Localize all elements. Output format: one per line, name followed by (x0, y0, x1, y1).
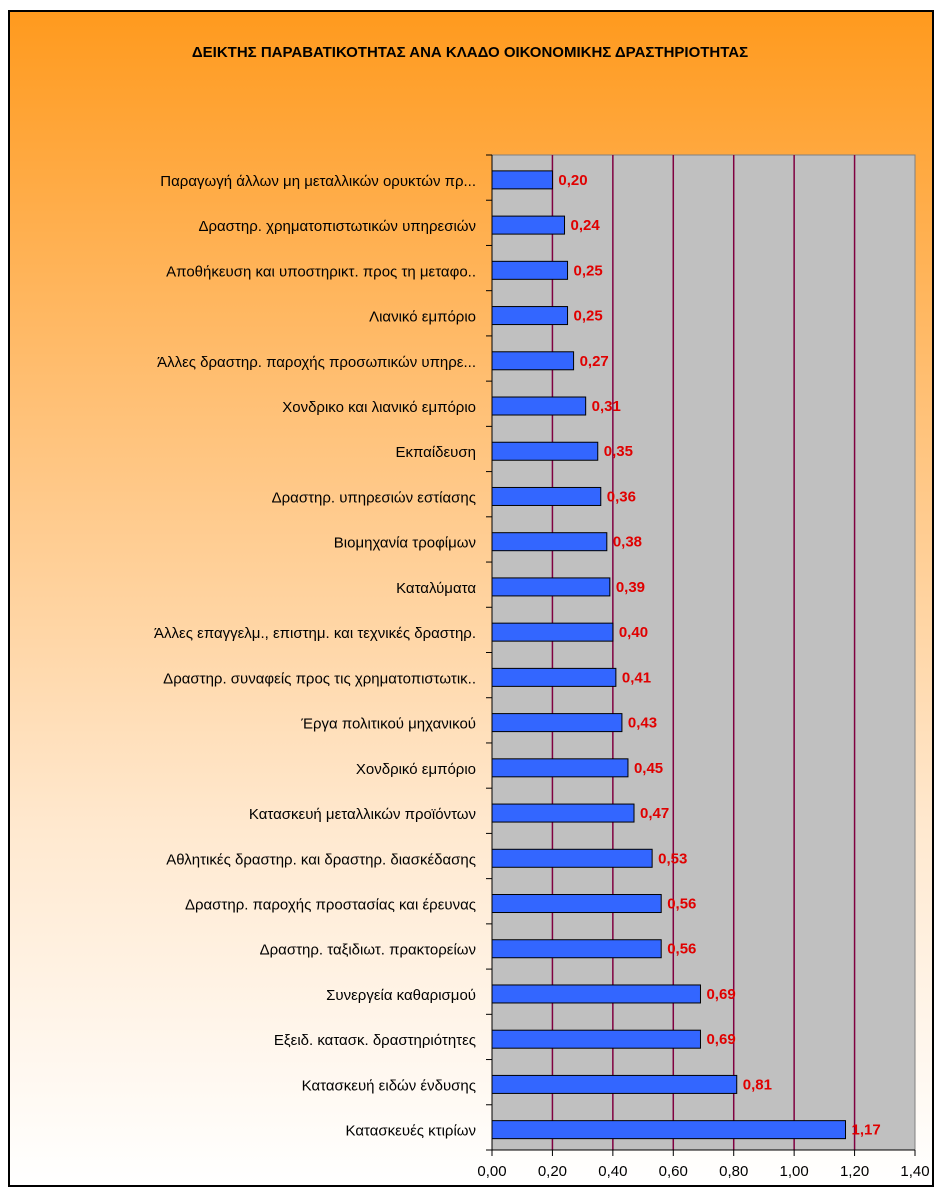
x-tick-label: 1,00 (780, 1163, 809, 1180)
bar (491, 1120, 847, 1140)
category-label: Συνεργεία καθαρισμού (326, 987, 476, 1004)
value-label: 0,41 (622, 669, 651, 686)
value-label: 0,35 (604, 443, 633, 460)
x-tick-label: 1,40 (900, 1163, 929, 1180)
value-label: 0,24 (571, 217, 601, 234)
category-label: Εκπαίδευση (396, 444, 477, 461)
value-label: 0,27 (580, 353, 609, 370)
category-label: Κατασκευή μεταλλικών προϊόντων (249, 806, 476, 823)
category-label: Κατασκευές κτιρίων (346, 1123, 476, 1140)
bar (491, 396, 587, 416)
x-tick-label: 0,20 (538, 1163, 567, 1180)
bar (491, 848, 653, 868)
value-label: 0,45 (634, 760, 663, 777)
value-label: 0,56 (667, 895, 696, 912)
category-label: Άλλες δραστηρ. παροχής προσωπικών υπηρε.… (157, 354, 476, 371)
value-label: 0,31 (592, 398, 621, 415)
x-tick-label: 0,40 (598, 1163, 627, 1180)
value-label: 0,69 (706, 1031, 735, 1048)
value-label: 0,20 (558, 172, 587, 189)
value-label: 0,47 (640, 805, 669, 822)
value-label: 0,81 (743, 1076, 772, 1093)
category-label: Άλλες επαγγελμ., επιστημ. και τεχνικές δ… (154, 625, 476, 642)
chart-title: ΔΕΙΚΤΗΣ ΠΑΡΑΒΑΤΙΚΟΤΗΤΑΣ ΑΝΑ ΚΛΑΔΟ ΟΙΚΟΝΟ… (191, 44, 749, 61)
bar (491, 351, 575, 371)
value-label: 0,40 (619, 624, 648, 641)
category-label: Καταλύματα (396, 580, 476, 597)
category-label: Παραγωγή άλλων μη μεταλλικών ορυκτών πρ.… (160, 173, 476, 190)
category-label: Εξειδ. κατασκ. δραστηριότητες (274, 1032, 476, 1049)
bar (491, 667, 617, 687)
bar (491, 713, 623, 733)
bar (491, 260, 569, 280)
bar (491, 803, 635, 823)
bar (491, 622, 614, 642)
x-tick-label: 0,80 (719, 1163, 748, 1180)
category-label: Χονδρικο και λιανικό εμπόριο (282, 399, 476, 416)
bar (491, 306, 569, 326)
value-label: 0,69 (706, 986, 735, 1003)
value-label: 0,56 (667, 941, 696, 958)
bar (491, 984, 701, 1004)
category-label: Δραστηρ. παροχής προστασίας και έρευνας (185, 896, 476, 913)
category-label: Δραστηρ. συναφείς προς τις χρηματοπιστωτ… (163, 670, 476, 687)
category-label: Έργα πολιτικού μηχανικού (300, 716, 476, 733)
value-label: 0,38 (613, 534, 642, 551)
bar (491, 532, 608, 552)
bar (491, 577, 611, 597)
bar (491, 894, 662, 914)
value-label: 0,53 (658, 850, 687, 867)
category-label: Δραστηρ. υπηρεσιών εστίασης (272, 489, 476, 506)
category-label: Χονδρικό εμπόριο (356, 761, 476, 778)
x-tick-label: 1,20 (840, 1163, 869, 1180)
bar (491, 215, 566, 235)
bar (491, 1029, 701, 1049)
value-label: 0,39 (616, 579, 645, 596)
x-tick-label: 0,00 (477, 1163, 506, 1180)
category-label: Δραστηρ. χρηματοπιστωτικών υπηρεσιών (198, 218, 476, 235)
value-label: 0,36 (607, 488, 636, 505)
x-tick-label: 0,60 (659, 1163, 688, 1180)
bar (491, 939, 662, 959)
bar (491, 758, 629, 778)
category-label: Αθλητικές δραστηρ. και δραστηρ. διασκέδα… (166, 851, 476, 868)
value-label: 0,43 (628, 715, 657, 732)
category-label: Λιανικό εμπόριο (369, 309, 476, 326)
category-label: Βιομηχανία τροφίμων (334, 535, 476, 552)
category-label: Δραστηρ. ταξιδιωτ. πρακτορείων (260, 942, 476, 959)
category-label: Κατασκευή ειδών ένδυσης (302, 1077, 476, 1094)
value-label: 1,17 (852, 1122, 881, 1139)
bar (491, 486, 602, 506)
bar (491, 441, 599, 461)
bar (491, 1074, 738, 1094)
bar (491, 170, 553, 190)
category-label: Αποθήκευση και υποστηρικτ. προς τη μεταφ… (166, 263, 476, 280)
value-label: 0,25 (574, 308, 603, 325)
value-label: 0,25 (574, 262, 603, 279)
